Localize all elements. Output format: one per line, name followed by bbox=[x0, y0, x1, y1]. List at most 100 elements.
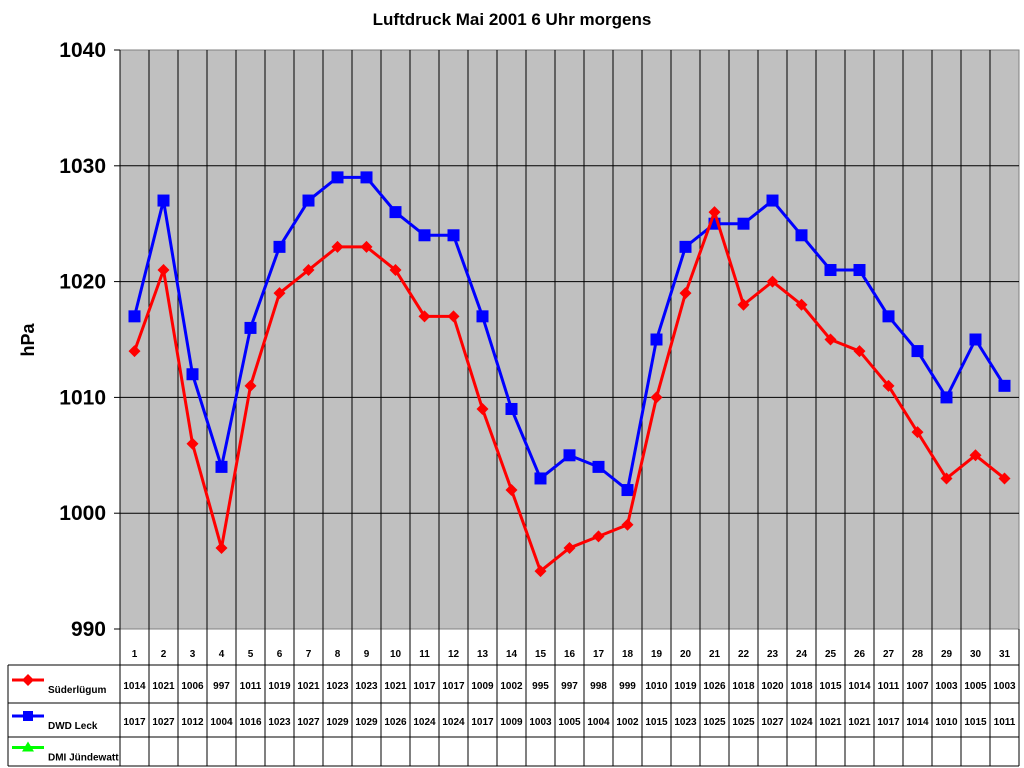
table-value: 1019 bbox=[268, 681, 291, 692]
table-value: 1020 bbox=[761, 681, 784, 692]
y-tick-label: 1000 bbox=[59, 502, 106, 525]
table-value: 1026 bbox=[703, 681, 726, 692]
data-point-square-marker bbox=[476, 310, 489, 323]
data-point-square-marker bbox=[969, 333, 982, 346]
table-value: 1009 bbox=[500, 717, 523, 728]
data-point-square-marker bbox=[882, 310, 895, 323]
y-tick-label: 1040 bbox=[59, 39, 106, 62]
data-point-diamond-marker bbox=[418, 310, 431, 323]
table-value: 1021 bbox=[848, 717, 871, 728]
table-day-label: 17 bbox=[593, 649, 605, 660]
table-value: 1027 bbox=[152, 717, 175, 728]
data-point-diamond-marker bbox=[302, 264, 315, 277]
table-day-label: 30 bbox=[970, 649, 982, 660]
table-day-label: 18 bbox=[622, 649, 634, 660]
table-value: 999 bbox=[619, 681, 636, 692]
table-value: 1018 bbox=[732, 681, 755, 692]
table-value: 1017 bbox=[442, 681, 465, 692]
table-day-label: 26 bbox=[854, 649, 866, 660]
table-value: 1021 bbox=[384, 681, 407, 692]
data-point-diamond-marker bbox=[679, 287, 692, 300]
data-point-square-marker bbox=[302, 194, 315, 207]
table-day-label: 28 bbox=[912, 649, 924, 660]
data-point-diamond-marker bbox=[824, 333, 837, 346]
data-point-square-marker bbox=[273, 240, 286, 253]
data-point-diamond-marker bbox=[592, 530, 605, 543]
data-point-diamond-marker bbox=[447, 310, 460, 323]
table-value: 1015 bbox=[819, 681, 842, 692]
data-point-square-marker bbox=[418, 229, 431, 242]
data-point-diamond-marker bbox=[621, 518, 634, 531]
table-value: 1014 bbox=[848, 681, 871, 692]
data-point-square-marker bbox=[505, 402, 518, 415]
data-point-diamond-marker bbox=[128, 345, 141, 358]
table-value: 1016 bbox=[239, 717, 262, 728]
table-value: 998 bbox=[590, 681, 607, 692]
table-day-label: 19 bbox=[651, 649, 663, 660]
data-point-diamond-marker bbox=[737, 298, 750, 311]
data-point-square-marker bbox=[940, 391, 953, 404]
table-value: 1005 bbox=[964, 681, 987, 692]
legend-square-marker-icon bbox=[23, 711, 33, 721]
table-value: 1023 bbox=[268, 717, 291, 728]
data-point-square-marker bbox=[621, 484, 634, 497]
table-day-label: 11 bbox=[419, 649, 430, 660]
data-point-diamond-marker bbox=[186, 437, 199, 450]
legend-label: Süderlügum bbox=[48, 685, 106, 696]
table-value: 1003 bbox=[993, 681, 1016, 692]
table-value: 1007 bbox=[906, 681, 929, 692]
y-tick-label: 1030 bbox=[59, 155, 106, 178]
y-tick-label: 1020 bbox=[59, 271, 106, 294]
table-day-label: 16 bbox=[564, 649, 576, 660]
table-value: 1004 bbox=[587, 717, 610, 728]
table-value: 1011 bbox=[240, 681, 262, 692]
legend-diamond-marker-icon bbox=[22, 674, 34, 686]
data-point-square-marker bbox=[766, 194, 779, 207]
data-point-diamond-marker bbox=[708, 206, 721, 219]
data-point-square-marker bbox=[360, 171, 373, 184]
table-day-label: 7 bbox=[306, 649, 312, 660]
data-point-square-marker bbox=[679, 240, 692, 253]
table-value: 1014 bbox=[123, 681, 146, 692]
data-point-diamond-marker bbox=[766, 275, 779, 288]
data-point-square-marker bbox=[998, 379, 1011, 392]
table-value: 1014 bbox=[906, 717, 929, 728]
data-point-square-marker bbox=[215, 460, 228, 473]
data-point-diamond-marker bbox=[505, 484, 518, 497]
table-value: 1024 bbox=[442, 717, 465, 728]
table-day-label: 31 bbox=[999, 649, 1011, 660]
table-value: 1023 bbox=[674, 717, 697, 728]
table-value: 1019 bbox=[674, 681, 697, 692]
table-value: 1029 bbox=[355, 717, 378, 728]
table-day-label: 4 bbox=[219, 649, 225, 660]
table-value: 1006 bbox=[181, 681, 204, 692]
table-day-label: 29 bbox=[941, 649, 953, 660]
legend-label: DWD Leck bbox=[48, 721, 98, 732]
table-value: 1021 bbox=[819, 717, 842, 728]
table-value: 1027 bbox=[761, 717, 784, 728]
table-value: 1003 bbox=[935, 681, 958, 692]
data-point-diamond-marker bbox=[563, 541, 576, 554]
data-point-square-marker bbox=[157, 194, 170, 207]
table-value: 1009 bbox=[471, 681, 494, 692]
table-value: 1023 bbox=[355, 681, 378, 692]
y-tick-label: 990 bbox=[71, 618, 106, 641]
data-point-diamond-marker bbox=[940, 472, 953, 485]
data-point-diamond-marker bbox=[650, 391, 663, 404]
table-value: 1017 bbox=[413, 681, 436, 692]
data-point-square-marker bbox=[650, 333, 663, 346]
table-value: 1011 bbox=[878, 681, 900, 692]
table-day-label: 9 bbox=[364, 649, 370, 660]
table-day-label: 10 bbox=[390, 649, 402, 660]
table-value: 1011 bbox=[994, 717, 1016, 728]
table-value: 1012 bbox=[181, 717, 204, 728]
data-point-diamond-marker bbox=[331, 240, 344, 253]
data-point-square-marker bbox=[563, 449, 576, 462]
table-value: 997 bbox=[561, 681, 578, 692]
data-point-square-marker bbox=[331, 171, 344, 184]
table-day-label: 23 bbox=[767, 649, 779, 660]
table-value: 1005 bbox=[558, 717, 581, 728]
table-day-label: 5 bbox=[248, 649, 254, 660]
data-point-square-marker bbox=[795, 229, 808, 242]
data-point-square-marker bbox=[244, 321, 257, 334]
